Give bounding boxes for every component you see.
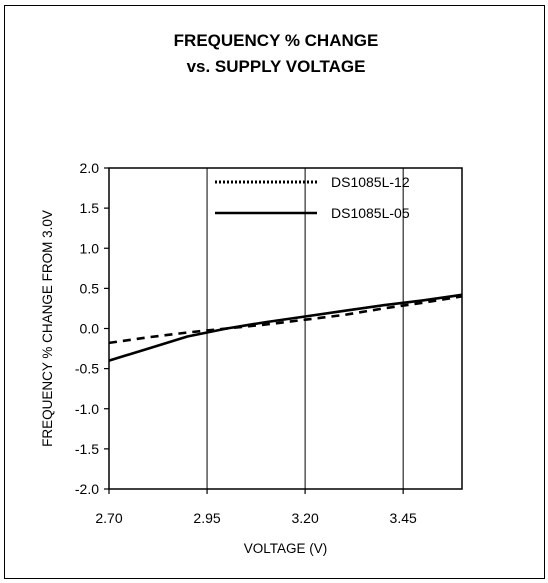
chart-title-line-1: FREQUENCY % CHANGE <box>174 31 379 50</box>
y-tick-label: 1.5 <box>80 200 100 216</box>
y-tick-label: -1.0 <box>75 401 99 417</box>
y-tick-label: 1.0 <box>80 240 100 256</box>
series-lines <box>108 293 463 362</box>
x-axis-label: VOLTAGE (V) <box>244 541 328 556</box>
legend: DS1085L-12 DS1085L-05 <box>215 174 410 221</box>
y-tick-label: -0.5 <box>75 361 99 377</box>
x-tick-label: 2.95 <box>193 510 220 526</box>
y-axis-label: FREQUENCY % CHANGE FROM 3.0V <box>40 210 55 447</box>
y-tick-label: -2.0 <box>75 481 99 497</box>
y-tick-label: -1.5 <box>75 441 99 457</box>
chart-frame: FREQUENCY % CHANGE vs. SUPPLY VOLTAGE 2.… <box>4 5 545 579</box>
chart-svg: FREQUENCY % CHANGE vs. SUPPLY VOLTAGE 2.… <box>40 31 463 556</box>
chart-title-line-2: vs. SUPPLY VOLTAGE <box>187 57 366 76</box>
x-tick-label: 3.45 <box>390 510 417 526</box>
y-axis-ticks: 2.0 1.5 1.0 0.5 0.0 -0.5 -1.0 -1.5 -2.0 <box>75 160 109 497</box>
series-line-ds1085l-12 <box>108 295 463 345</box>
x-axis-ticks: 2.70 2.95 3.20 3.45 <box>95 489 417 526</box>
y-tick-label: 2.0 <box>80 160 100 176</box>
legend-label-ds1085l-05: DS1085L-05 <box>331 205 410 221</box>
x-tick-label: 3.20 <box>291 510 318 526</box>
y-tick-label: 0.0 <box>80 321 100 337</box>
x-tick-label: 2.70 <box>95 510 122 526</box>
grid-lines <box>206 168 404 489</box>
y-tick-label: 0.5 <box>80 280 100 296</box>
legend-label-ds1085l-12: DS1085L-12 <box>331 174 410 190</box>
series-line-ds1085l-05 <box>108 293 463 362</box>
